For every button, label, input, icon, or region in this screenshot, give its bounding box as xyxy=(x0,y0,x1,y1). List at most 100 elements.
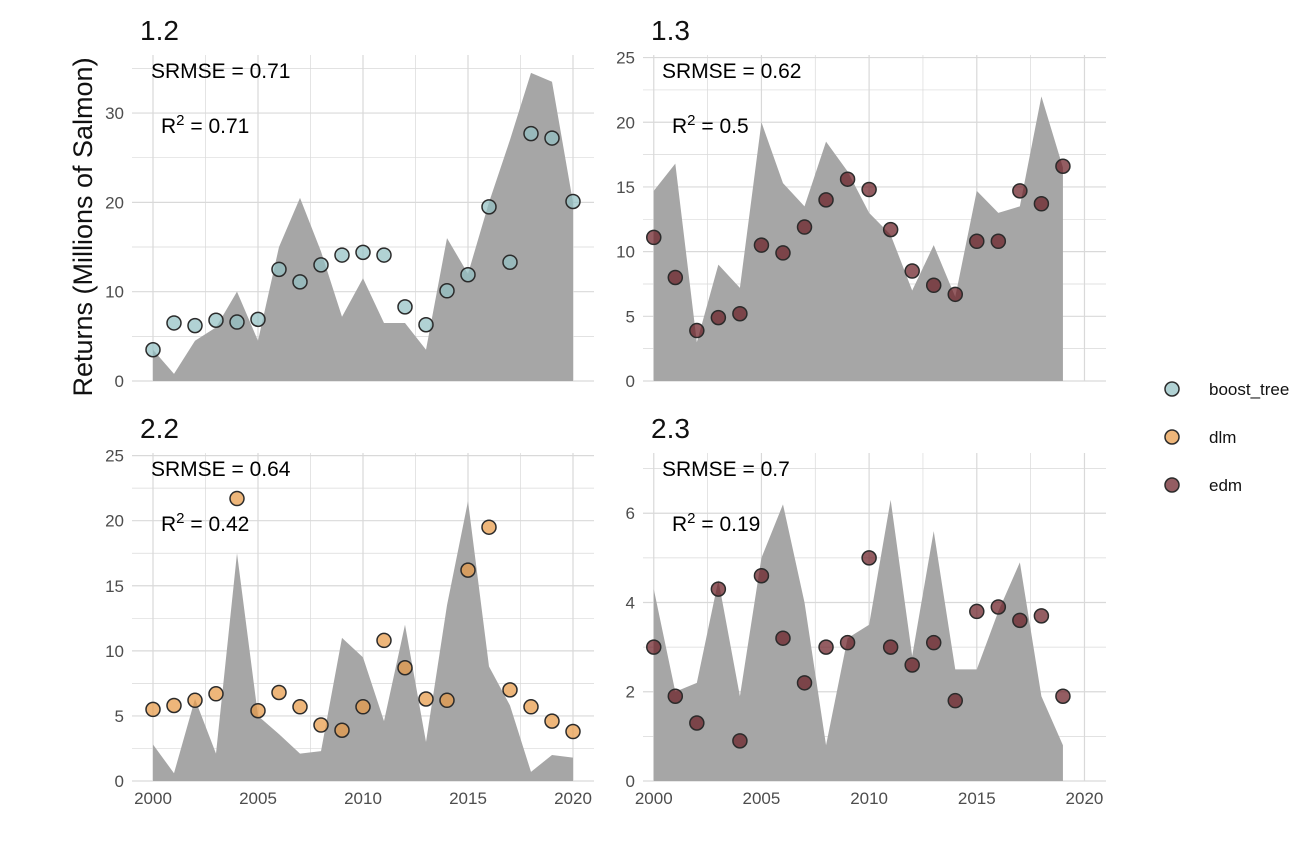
prediction-point xyxy=(208,686,224,702)
prediction-point xyxy=(439,283,455,299)
prediction-point xyxy=(796,675,813,691)
legend-label-edm: edm xyxy=(1209,476,1242,495)
r2-annotation: R2 = 0.42 xyxy=(161,510,249,536)
prediction-point xyxy=(313,717,329,733)
y-tick-label: 0 xyxy=(115,772,124,791)
x-tick-label: 2020 xyxy=(1066,789,1104,808)
prediction-point xyxy=(667,269,684,286)
prediction-point xyxy=(460,266,476,283)
srmse-annotation: SRMSE = 0.71 xyxy=(151,60,290,83)
panel-title: 2.3 xyxy=(651,413,690,444)
prediction-point xyxy=(1033,608,1050,624)
observed-area xyxy=(653,96,1063,382)
y-tick-label: 20 xyxy=(616,113,635,132)
observed-area xyxy=(653,499,1063,781)
prediction-point xyxy=(689,715,705,731)
prediction-point xyxy=(775,245,791,261)
legend-key-dlm xyxy=(1164,429,1180,445)
x-tick-label: 2005 xyxy=(743,789,781,808)
panel-1.2: 0 10 20 30 1.2 SRMSE = 0.71 R2 = 0.71 xyxy=(105,15,594,391)
prediction-point xyxy=(187,692,203,709)
prediction-point xyxy=(229,314,245,330)
prediction-point xyxy=(397,299,413,315)
prediction-point xyxy=(145,701,161,718)
x-tick-label: 2010 xyxy=(850,789,888,808)
panel-1.3: 0 5 10 15 20 25 1.3 SRMSE = 0.62 R2 = 0.5 xyxy=(616,15,1106,391)
prediction-point xyxy=(969,233,985,250)
prediction-point xyxy=(334,247,350,263)
srmse-annotation: SRMSE = 0.7 xyxy=(662,458,790,481)
y-tick-label: 10 xyxy=(616,243,635,262)
prediction-point xyxy=(502,254,518,270)
prediction-point xyxy=(439,692,455,709)
prediction-point xyxy=(313,257,329,273)
prediction-point xyxy=(166,315,182,331)
prediction-point xyxy=(861,181,877,198)
prediction-point xyxy=(710,581,727,597)
prediction-point xyxy=(904,263,920,279)
prediction-point xyxy=(229,490,245,507)
prediction-point xyxy=(1055,688,1071,704)
prediction-point xyxy=(523,125,539,142)
prediction-point xyxy=(882,221,899,238)
prediction-point xyxy=(271,261,287,278)
prediction-point xyxy=(925,277,942,294)
r2-annotation: R2 = 0.5 xyxy=(672,112,749,138)
prediction-point xyxy=(925,634,942,651)
panel-title: 1.2 xyxy=(140,15,179,46)
prediction-point xyxy=(523,699,539,715)
prediction-point xyxy=(418,316,434,333)
prediction-point xyxy=(904,657,920,673)
prediction-point xyxy=(775,630,791,646)
prediction-point xyxy=(882,639,899,655)
y-tick-label: 0 xyxy=(115,372,124,391)
panel-title: 2.2 xyxy=(140,413,179,444)
prediction-point xyxy=(1055,158,1071,175)
panel-title: 1.3 xyxy=(651,15,690,46)
prediction-point xyxy=(947,286,964,303)
prediction-point xyxy=(565,193,581,210)
y-tick-label: 10 xyxy=(105,283,124,302)
y-tick-label: 15 xyxy=(105,577,124,596)
prediction-point xyxy=(732,733,748,749)
legend-label-boost_tree: boost_tree xyxy=(1209,380,1289,399)
y-tick-label: 15 xyxy=(616,178,635,197)
x-tick-label: 2000 xyxy=(635,789,673,808)
y-tick-label: 25 xyxy=(616,49,635,68)
prediction-point xyxy=(1012,612,1028,629)
prediction-point xyxy=(250,702,266,719)
panel-2.3: 0 2 4 6 2000 2005 2010 2015 2020 2.3 SRMSE = 0.7 R2… xyxy=(626,413,1106,808)
prediction-point xyxy=(292,699,308,715)
observed-area xyxy=(153,72,573,382)
prediction-point xyxy=(732,305,748,322)
panel-2.2: 0 5 10 15 20 25 2000 2005 2010 2015 2020 2.2 SRMSE =… xyxy=(105,413,594,808)
y-tick-label: 25 xyxy=(105,447,124,466)
prediction-point xyxy=(145,341,161,358)
prediction-point xyxy=(753,567,770,584)
x-tick-label: 2000 xyxy=(134,789,172,808)
x-tick-label: 2020 xyxy=(554,789,592,808)
prediction-point xyxy=(646,229,662,246)
prediction-point xyxy=(818,639,834,655)
r2-annotation: R2 = 0.19 xyxy=(672,510,760,536)
legend-key-edm xyxy=(1164,477,1180,493)
prediction-point xyxy=(355,244,371,261)
prediction-point xyxy=(208,312,224,329)
prediction-point xyxy=(818,192,834,208)
srmse-annotation: SRMSE = 0.64 xyxy=(151,458,291,481)
y-tick-label: 0 xyxy=(626,372,635,391)
prediction-point xyxy=(334,722,350,738)
x-tick-label: 2010 xyxy=(344,789,382,808)
y-tick-label: 10 xyxy=(105,642,124,661)
prediction-point xyxy=(861,550,877,566)
prediction-point xyxy=(544,130,560,146)
y-tick-label: 2 xyxy=(626,683,635,702)
y-tick-label: 30 xyxy=(105,104,124,123)
prediction-point xyxy=(502,682,518,698)
y-tick-label: 5 xyxy=(115,707,124,726)
prediction-point xyxy=(990,233,1007,250)
prediction-point xyxy=(990,599,1007,615)
prediction-point xyxy=(460,562,476,578)
